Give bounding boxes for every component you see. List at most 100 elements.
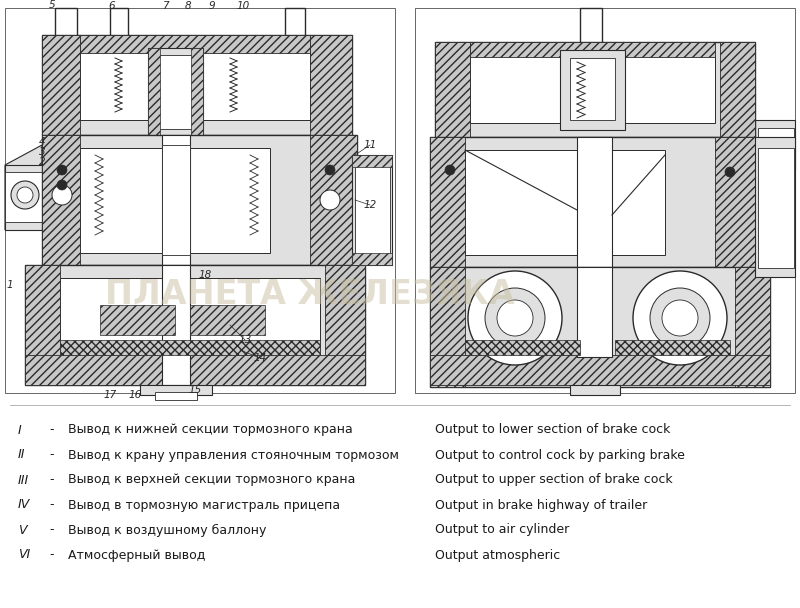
Text: 12: 12 — [363, 200, 377, 210]
Circle shape — [725, 167, 735, 177]
Bar — [5, 8, 395, 393]
Text: I: I — [18, 424, 22, 437]
Text: IV: IV — [18, 499, 30, 511]
Bar — [310, 35, 352, 135]
Bar — [140, 385, 212, 395]
Text: 7: 7 — [162, 1, 168, 11]
Text: Атмосферный вывод: Атмосферный вывод — [68, 548, 206, 562]
Bar — [5, 172, 43, 222]
Bar — [148, 48, 203, 136]
Circle shape — [11, 181, 39, 209]
Bar — [570, 385, 620, 395]
Bar — [415, 8, 795, 393]
Text: Output atmospheric: Output atmospheric — [435, 548, 560, 562]
Bar — [355, 165, 390, 255]
Bar — [158, 55, 193, 129]
Bar — [430, 137, 755, 267]
Circle shape — [57, 180, 67, 190]
Bar — [190, 305, 265, 335]
Bar — [310, 135, 357, 265]
Text: VI: VI — [18, 548, 30, 562]
Bar — [735, 267, 770, 387]
Circle shape — [57, 165, 67, 175]
Bar — [80, 50, 310, 120]
Bar — [25, 355, 365, 385]
Text: Output to upper section of brake cock: Output to upper section of brake cock — [435, 474, 673, 486]
Bar — [465, 340, 580, 355]
Text: -: - — [50, 499, 54, 511]
Bar — [470, 55, 715, 123]
Bar — [465, 150, 665, 255]
Bar — [100, 305, 175, 335]
Text: 4: 4 — [38, 137, 46, 147]
Text: 5: 5 — [49, 0, 55, 10]
Text: 10: 10 — [236, 1, 250, 11]
Circle shape — [497, 300, 533, 336]
Bar — [435, 42, 470, 137]
Bar — [191, 48, 203, 136]
Text: 8: 8 — [185, 1, 191, 11]
Bar — [352, 155, 392, 265]
Circle shape — [52, 185, 72, 205]
Bar — [25, 265, 60, 385]
Text: Вывод к воздушному баллону: Вывод к воздушному баллону — [68, 523, 266, 536]
Bar — [715, 137, 755, 267]
Text: -: - — [50, 424, 54, 437]
Bar — [577, 137, 612, 267]
Bar — [580, 8, 602, 48]
Text: Output to lower section of brake cock: Output to lower section of brake cock — [435, 424, 670, 437]
Bar — [155, 392, 197, 400]
Bar — [430, 137, 465, 267]
Text: 6: 6 — [109, 1, 115, 11]
Circle shape — [445, 165, 455, 175]
Text: V: V — [18, 523, 26, 536]
Text: Вывод к крану управления стояночным тормозом: Вывод к крану управления стояночным торм… — [68, 449, 399, 461]
Bar — [758, 148, 794, 268]
Bar — [5, 165, 45, 230]
Bar — [755, 137, 795, 277]
Bar — [148, 48, 160, 136]
Text: 2: 2 — [38, 157, 46, 167]
Bar — [42, 35, 80, 135]
Circle shape — [468, 271, 562, 365]
Text: 11: 11 — [363, 140, 377, 150]
Text: ПЛАНЕТА ЖЕЛЕЗЯКА: ПЛАНЕТА ЖЕЛЕЗЯКА — [105, 278, 515, 311]
Circle shape — [485, 288, 545, 348]
Bar — [110, 8, 128, 36]
Text: -: - — [50, 548, 54, 562]
Bar — [430, 355, 770, 385]
Text: 17: 17 — [103, 390, 117, 400]
Text: 16: 16 — [128, 390, 142, 400]
Bar — [42, 135, 357, 265]
Bar — [80, 148, 270, 253]
Bar — [60, 278, 320, 371]
Text: 13: 13 — [238, 335, 252, 345]
Text: 14: 14 — [254, 353, 266, 363]
Bar — [285, 8, 305, 40]
Text: Output in brake highway of trailer: Output in brake highway of trailer — [435, 499, 647, 511]
Bar — [430, 267, 465, 387]
Bar — [435, 42, 755, 137]
Polygon shape — [5, 145, 42, 230]
Bar — [162, 135, 190, 265]
Text: II: II — [18, 449, 26, 461]
Bar — [470, 42, 715, 57]
Bar — [720, 42, 755, 137]
Bar — [755, 120, 795, 170]
Text: Вывод к нижней секции тормозного крана: Вывод к нижней секции тормозного крана — [68, 424, 353, 437]
Bar — [325, 265, 365, 385]
Text: 15: 15 — [188, 385, 202, 395]
Text: -: - — [50, 474, 54, 486]
Bar — [162, 145, 190, 255]
Bar — [25, 265, 365, 385]
Bar — [80, 35, 310, 53]
Bar — [55, 8, 77, 43]
Text: 1: 1 — [6, 280, 14, 290]
Text: -: - — [50, 523, 54, 536]
Bar — [42, 135, 80, 265]
Bar — [352, 253, 392, 265]
Circle shape — [320, 190, 340, 210]
Text: Output to air cylinder: Output to air cylinder — [435, 523, 570, 536]
Bar — [430, 267, 770, 387]
Text: -: - — [50, 449, 54, 461]
